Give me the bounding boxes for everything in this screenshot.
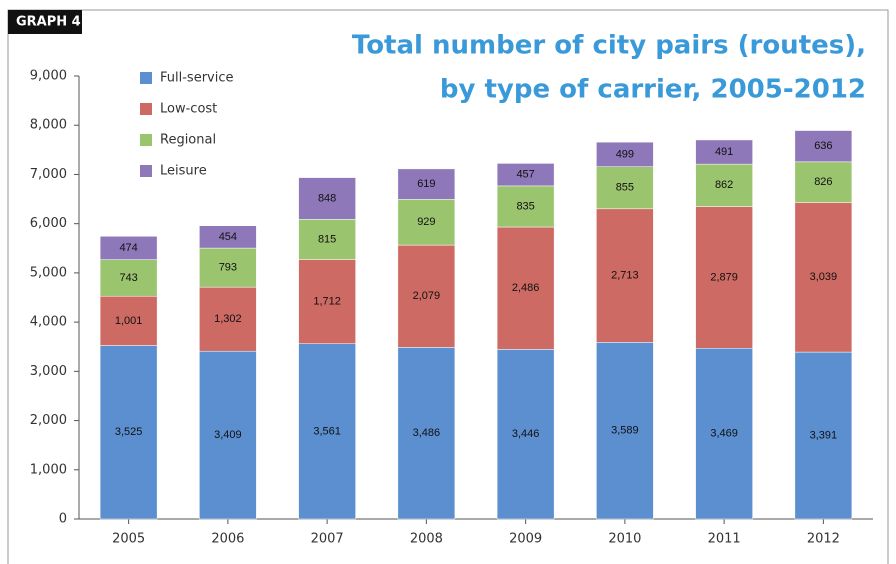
y-tick-label: 9,000	[30, 69, 67, 84]
legend-label: Regional	[160, 133, 216, 148]
bar-segment	[596, 166, 654, 210]
value-label: 3,446	[512, 428, 540, 440]
value-label: 2,079	[413, 290, 441, 302]
bar-segment	[99, 259, 158, 297]
value-label: 499	[616, 148, 634, 160]
graph-label: GRAPH 4	[16, 15, 81, 30]
bar-segment	[298, 259, 356, 344]
value-label: 3,409	[214, 429, 242, 441]
value-label: 636	[814, 140, 832, 152]
x-tick-label: 2011	[708, 532, 741, 547]
value-label: 491	[715, 146, 733, 158]
y-tick-label: 8,000	[30, 118, 67, 133]
value-label: 3,039	[810, 271, 838, 283]
bar-segment	[496, 349, 555, 520]
bar-segment	[695, 139, 753, 165]
bar-segment	[794, 161, 853, 203]
value-label: 619	[417, 178, 435, 190]
value-label: 1,302	[214, 313, 242, 325]
value-label: 793	[219, 262, 237, 274]
value-label: 815	[318, 233, 336, 245]
x-tick-label: 2010	[608, 532, 641, 547]
y-tick-label: 5,000	[30, 265, 67, 280]
chart-title: by type of carrier, 2005-2012	[440, 75, 866, 105]
value-label: 1,001	[115, 315, 143, 327]
bar-segment	[496, 226, 555, 350]
y-tick-label: 1,000	[30, 462, 67, 477]
bar-segment	[397, 168, 456, 200]
y-tick-label: 7,000	[30, 167, 67, 182]
bar-segment	[695, 347, 753, 520]
value-label: 3,561	[313, 425, 341, 437]
bar-segment	[99, 345, 158, 520]
x-tick-label: 2009	[509, 532, 542, 547]
value-label: 826	[814, 176, 832, 188]
bar-segment	[298, 177, 356, 220]
bar-segment	[794, 130, 853, 163]
y-tick-label: 6,000	[30, 216, 67, 231]
bar-segment	[397, 347, 456, 520]
value-label: 2,879	[710, 271, 738, 283]
bar-segment	[794, 202, 853, 353]
value-label: 855	[616, 182, 634, 194]
legend-label: Low-cost	[160, 102, 217, 117]
x-tick-label: 2012	[807, 532, 840, 547]
value-label: 1,712	[313, 295, 341, 307]
bar-segment	[695, 163, 753, 207]
bar-segment	[298, 343, 356, 520]
bar-segment	[298, 219, 356, 260]
legend-swatch	[140, 134, 152, 146]
bar-segment	[397, 244, 456, 348]
bar-segment	[199, 225, 257, 249]
x-tick-label: 2005	[112, 532, 145, 547]
bar-segment	[496, 163, 555, 187]
x-tick-label: 2006	[211, 532, 244, 547]
value-label: 3,486	[413, 427, 441, 439]
legend-swatch	[140, 72, 152, 84]
bar-segment	[199, 247, 257, 288]
legend-swatch	[140, 165, 152, 177]
bar-segment	[99, 295, 158, 346]
bar-segment	[794, 351, 853, 520]
value-label: 929	[417, 216, 435, 228]
bar-segment	[695, 206, 753, 349]
frame	[7, 9, 889, 564]
bar-segment	[199, 286, 257, 352]
x-tick-label: 2007	[311, 532, 344, 547]
legend-label: Full-service	[160, 71, 234, 86]
y-tick-label: 2,000	[30, 413, 67, 428]
bar-segment	[99, 236, 158, 260]
value-label: 2,713	[611, 269, 639, 281]
bar-segment	[596, 342, 654, 520]
bar-segment	[397, 199, 456, 246]
graph-label-bg	[8, 10, 82, 34]
value-label: 3,391	[810, 429, 838, 441]
y-tick-label: 4,000	[30, 315, 67, 330]
value-label: 474	[119, 242, 137, 254]
chart-title: Total number of city pairs (routes),	[352, 31, 866, 61]
bar-segment	[596, 208, 654, 343]
x-tick-label: 2008	[410, 532, 443, 547]
value-label: 848	[318, 192, 336, 204]
bar-segment	[496, 185, 555, 228]
y-tick-label: 3,000	[30, 364, 67, 379]
value-label: 3,469	[710, 428, 738, 440]
bar-segment	[596, 141, 654, 167]
legend-label: Leisure	[160, 164, 207, 179]
value-label: 3,525	[115, 426, 143, 438]
value-label: 454	[219, 231, 237, 243]
value-label: 835	[516, 200, 534, 212]
value-label: 3,589	[611, 425, 639, 437]
y-tick-label: 0	[59, 512, 67, 527]
value-label: 862	[715, 179, 733, 191]
value-label: 743	[119, 272, 137, 284]
value-label: 2,486	[512, 282, 540, 294]
value-label: 457	[516, 169, 534, 181]
legend-swatch	[140, 103, 152, 115]
